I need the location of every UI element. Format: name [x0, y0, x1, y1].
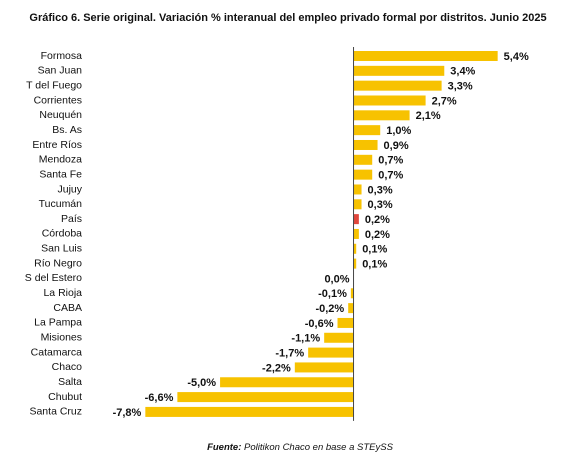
bar [353, 199, 362, 210]
bar [353, 228, 359, 239]
y-tick-label: Mendoza [39, 154, 82, 166]
bar [337, 317, 354, 328]
bar [220, 377, 354, 388]
value-label: -0,1% [318, 288, 347, 300]
bar [353, 243, 357, 254]
bar [353, 125, 381, 136]
value-label: -0,6% [305, 318, 334, 330]
bar [353, 169, 373, 180]
y-tick-label: Santa Fe [39, 168, 82, 180]
value-label: 0,7% [378, 155, 403, 167]
value-label: 0,3% [368, 184, 393, 196]
bar [350, 288, 354, 299]
y-tick-label: Neuquén [39, 109, 82, 121]
y-tick-label: San Luis [41, 243, 82, 255]
bar [353, 80, 442, 91]
value-label: -6,6% [145, 392, 174, 404]
value-label: -7,8% [113, 407, 142, 419]
y-tick-label: Chaco [52, 361, 83, 373]
value-label: 5,4% [504, 51, 529, 63]
y-tick-label: Río Negro [34, 257, 82, 269]
y-tick-label: CABA [53, 302, 82, 314]
bar [348, 303, 354, 314]
value-label: 3,4% [450, 66, 475, 78]
chart-title: Gráfico 6. Serie original. Variación % i… [29, 12, 546, 24]
y-tick-label: Salta [58, 376, 82, 388]
value-label: -0,2% [315, 303, 344, 315]
y-tick-label: Misiones [41, 332, 82, 344]
bar [294, 362, 354, 373]
y-tick-label: Santa Cruz [29, 406, 82, 418]
value-label: 0,2% [365, 214, 390, 226]
value-label: 0,0% [324, 273, 349, 285]
y-tick-label: Catamarca [31, 346, 83, 358]
source: Fuente: Politikon Chaco en base a STEySS [207, 442, 394, 453]
value-label: 2,1% [416, 110, 441, 122]
bar [353, 51, 498, 61]
y-tick-label: Jujuy [57, 183, 82, 195]
bar [145, 406, 354, 417]
y-tick-label: T del Fuego [26, 79, 82, 91]
y-tick-label: San Juan [38, 65, 83, 77]
bar [353, 139, 378, 150]
y-tick-label: La Rioja [43, 287, 82, 299]
y-tick-label: Entre Ríos [32, 139, 82, 151]
value-label: -1,1% [291, 333, 320, 345]
value-label: 0,1% [362, 244, 387, 256]
bar [353, 184, 362, 195]
value-label: 0,2% [365, 229, 390, 241]
bar [324, 332, 354, 343]
bar [308, 347, 354, 358]
value-label: -2,2% [262, 362, 291, 374]
bar [353, 65, 445, 76]
value-label: 3,3% [448, 81, 473, 93]
value-label: 0,9% [384, 140, 409, 152]
source-label: Fuente: [207, 442, 241, 453]
value-label: 0,3% [368, 199, 393, 211]
y-tick-label: Corrientes [34, 94, 82, 106]
value-label: 2,7% [432, 95, 457, 107]
value-label: 0,7% [378, 170, 403, 182]
bar [353, 154, 373, 165]
value-label: 0,1% [362, 259, 387, 271]
source-text: Politikon Chaco en base a STEySS [244, 442, 394, 453]
y-tick-label: País [61, 213, 82, 225]
value-label: -5,0% [187, 377, 216, 389]
y-tick-label: Tucumán [39, 198, 83, 210]
y-tick-label: Formosa [41, 50, 83, 62]
bar [353, 214, 359, 225]
y-tick-label: Córdoba [42, 228, 82, 240]
bar [353, 95, 426, 106]
bar [353, 258, 357, 269]
y-tick-label: La Pampa [34, 317, 82, 329]
bar [353, 110, 410, 121]
y-tick-label: Chubut [48, 391, 82, 403]
y-tick-label: S del Estero [25, 272, 82, 284]
value-label: 1,0% [386, 125, 411, 137]
y-tick-label: Bs. As [52, 124, 82, 136]
value-label: -1,7% [275, 348, 304, 360]
bar [177, 392, 354, 403]
